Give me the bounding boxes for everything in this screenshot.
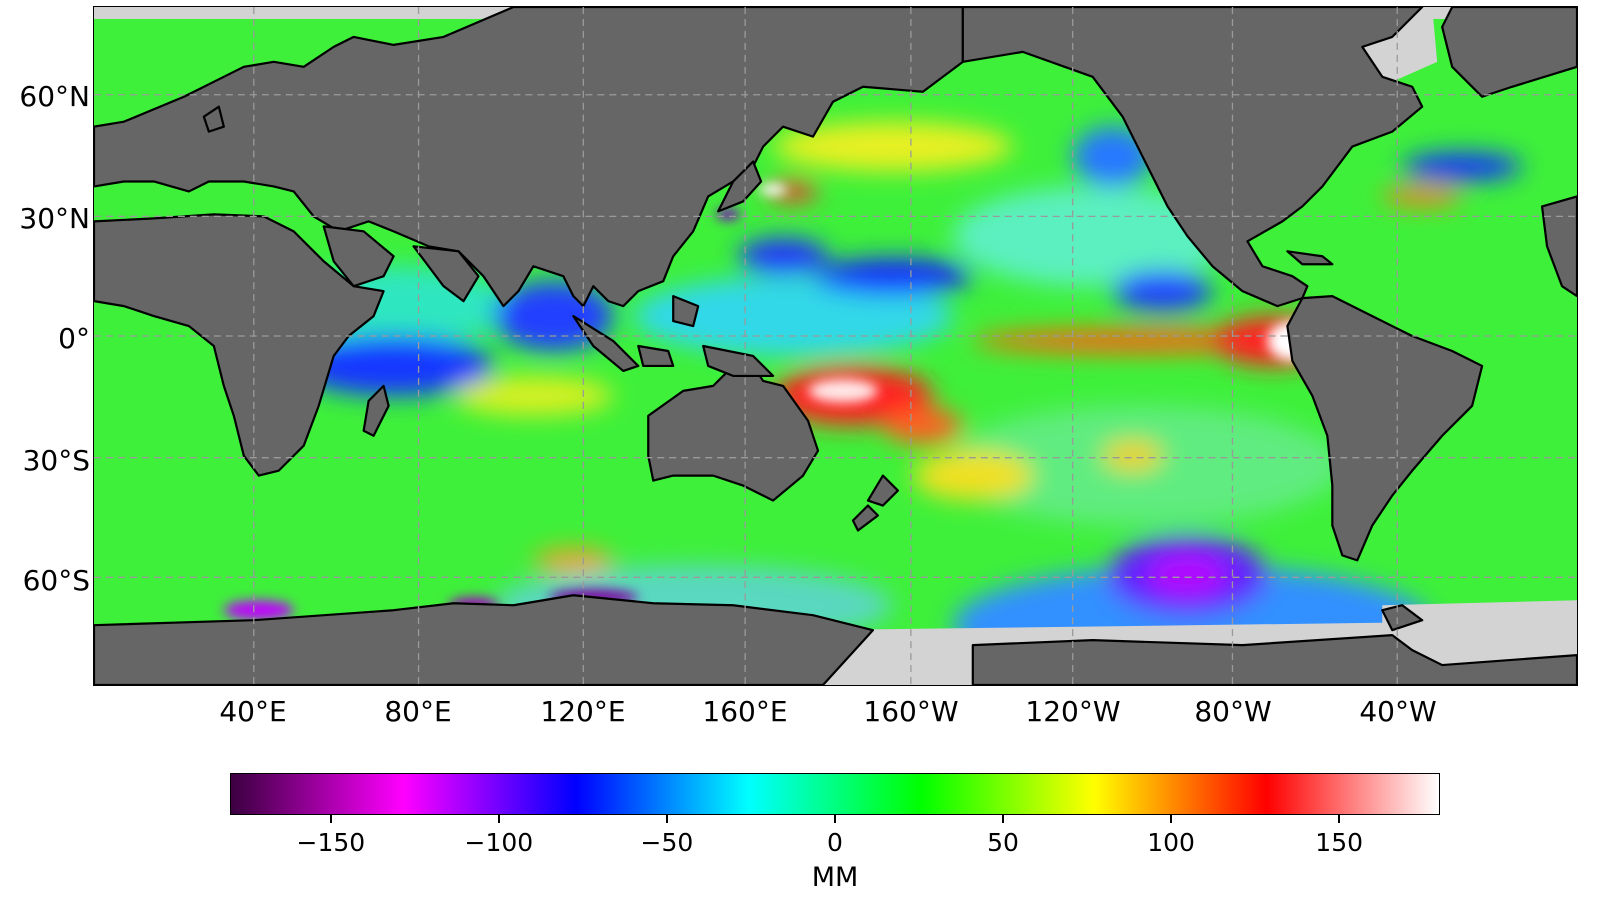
lon-label-40w: 40°W (1359, 695, 1437, 728)
colorbar-tick-label: 150 (1315, 828, 1364, 857)
lat-label-60s: 60°S (22, 564, 90, 597)
colorbar-tick (834, 815, 836, 823)
lon-label-160e: 160°E (702, 695, 788, 728)
lat-label-60n: 60°N (19, 80, 90, 113)
lon-label-80w: 80°W (1194, 695, 1272, 728)
gridlines (94, 7, 1577, 685)
colorbar-tick-label: −100 (464, 828, 534, 857)
colorbar-tick-label: 50 (987, 828, 1019, 857)
lon-label-120e: 120°E (540, 695, 626, 728)
lon-label-120w: 120°W (1025, 695, 1121, 728)
colorbar-tick (1338, 815, 1340, 823)
sea-level-anomaly-map (93, 6, 1578, 686)
lon-label-80e: 80°E (384, 695, 452, 728)
colorbar-tick (1002, 815, 1004, 823)
colorbar-tick (666, 815, 668, 823)
colorbar-tick-label: 0 (827, 828, 843, 857)
lat-label-0: 0° (58, 322, 90, 355)
map-canvas (94, 7, 1577, 685)
colorbar-tick-label: 100 (1147, 828, 1195, 857)
colorbar-tick-label: −50 (640, 828, 694, 857)
lon-label-160w: 160°W (863, 695, 959, 728)
colorbar (230, 773, 1440, 815)
land (94, 7, 1577, 685)
colorbar-tick (498, 815, 500, 823)
lat-label-30n: 30°N (19, 202, 90, 235)
colorbar-tick (330, 815, 332, 823)
lat-label-30s: 30°S (22, 444, 90, 477)
colorbar-tick (1170, 815, 1172, 823)
lon-label-40e: 40°E (219, 695, 287, 728)
colorbar-tick-label: −150 (296, 828, 366, 857)
colorbar-unit-label: MM (811, 862, 859, 893)
